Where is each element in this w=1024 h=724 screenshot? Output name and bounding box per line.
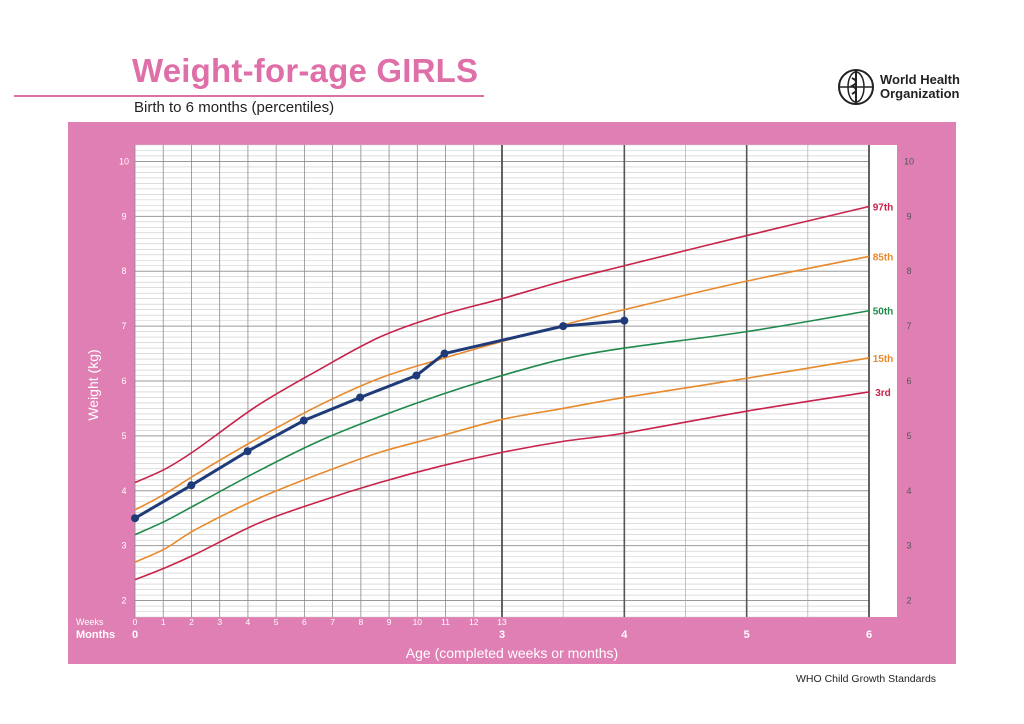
week-tick-label: 11 <box>441 617 450 627</box>
title-underline <box>14 95 484 97</box>
month-tick-label: 4 <box>621 629 628 641</box>
child-measurements <box>131 316 629 523</box>
page-subtitle: Birth to 6 months (percentiles) <box>134 99 335 116</box>
week-tick-label: 6 <box>302 617 307 627</box>
child-measurement-point <box>559 322 568 331</box>
week-tick-label: 8 <box>358 617 363 627</box>
y-tick-label-right: 7 <box>906 321 911 331</box>
y-tick-label-left: 3 <box>121 541 126 551</box>
child-measurement-point <box>299 416 308 425</box>
org-name-line1: World Health <box>880 72 960 87</box>
month-tick-label: 3 <box>499 629 505 641</box>
percentile-curve-50th <box>134 309 870 536</box>
week-tick-label: 4 <box>246 617 251 627</box>
month-tick-label: 5 <box>744 629 750 641</box>
week-tick-label: 0 <box>133 617 138 627</box>
week-tick-label: 2 <box>189 617 194 627</box>
x-axis-label: Age (completed weeks or months) <box>406 645 618 661</box>
axis-ticks: 2 23 34 45 56 67 78 89 910 100 1 2 3 4 5 6 7 8 9 10 11 12 130 3… <box>119 156 914 641</box>
y-tick-label-right: 10 <box>904 156 914 166</box>
y-tick-label-left: 5 <box>121 431 126 441</box>
y-tick-label-right: 5 <box>906 431 911 441</box>
month-tick-label: 6 <box>866 629 872 641</box>
y-axis-label: Weight (kg) <box>85 349 101 420</box>
child-measurement-point <box>187 481 196 490</box>
child-measurement-point <box>356 393 365 402</box>
who-emblem-icon <box>838 69 874 105</box>
page-title: Weight-for-age GIRLS <box>132 52 479 89</box>
week-tick-label: 12 <box>469 617 479 627</box>
percentile-curve-3rd <box>134 391 870 581</box>
child-measurement-point <box>243 447 252 456</box>
source-note: WHO Child Growth Standards <box>796 673 937 685</box>
percentile-curve-15th <box>134 357 870 563</box>
y-tick-label-left: 6 <box>121 376 126 386</box>
grid <box>134 144 870 618</box>
percentile-label-15th: 15th <box>873 354 894 365</box>
percentile-curve-85th <box>134 255 870 511</box>
weeks-row-label: Weeks <box>76 617 104 627</box>
y-tick-label-left: 7 <box>121 321 126 331</box>
y-tick-label-right: 6 <box>906 376 911 386</box>
y-tick-label-left: 9 <box>121 211 126 221</box>
y-tick-label-left: 2 <box>121 596 126 606</box>
y-tick-label-right: 9 <box>906 211 911 221</box>
y-tick-label-left: 10 <box>119 156 129 166</box>
percentile-label-85th: 85th <box>873 252 894 263</box>
week-tick-label: 9 <box>387 617 392 627</box>
week-tick-label: 7 <box>330 617 335 627</box>
percentile-label-3rd: 3rd <box>875 388 891 399</box>
child-measurement-point <box>131 514 139 523</box>
y-tick-label-right: 8 <box>906 266 911 276</box>
org-name-line2: Organization <box>880 86 960 101</box>
percentile-label-97th: 97th <box>873 202 894 213</box>
y-tick-label-right: 3 <box>906 541 911 551</box>
week-tick-label: 10 <box>413 617 423 627</box>
y-tick-label-right: 4 <box>906 486 911 496</box>
week-tick-label: 5 <box>274 617 279 627</box>
child-measurement-point <box>620 316 629 325</box>
month-tick-label: 0 <box>132 629 138 641</box>
percentile-curve-97th <box>134 205 870 484</box>
child-measurement-point <box>412 371 421 380</box>
child-measurement-point <box>440 349 449 358</box>
y-tick-label-left: 8 <box>121 266 126 276</box>
week-tick-label: 3 <box>217 617 222 627</box>
months-row-label: Months <box>76 629 115 641</box>
percentile-label-50th: 50th <box>873 307 894 318</box>
week-tick-label: 1 <box>161 617 166 627</box>
y-tick-label-right: 2 <box>906 596 911 606</box>
who-logo: World Health Organization <box>836 68 962 106</box>
percentile-curves: 97th 85th 50th 15th 3rd <box>134 202 894 581</box>
week-tick-label: 13 <box>497 617 507 627</box>
y-tick-label-left: 4 <box>121 486 126 496</box>
